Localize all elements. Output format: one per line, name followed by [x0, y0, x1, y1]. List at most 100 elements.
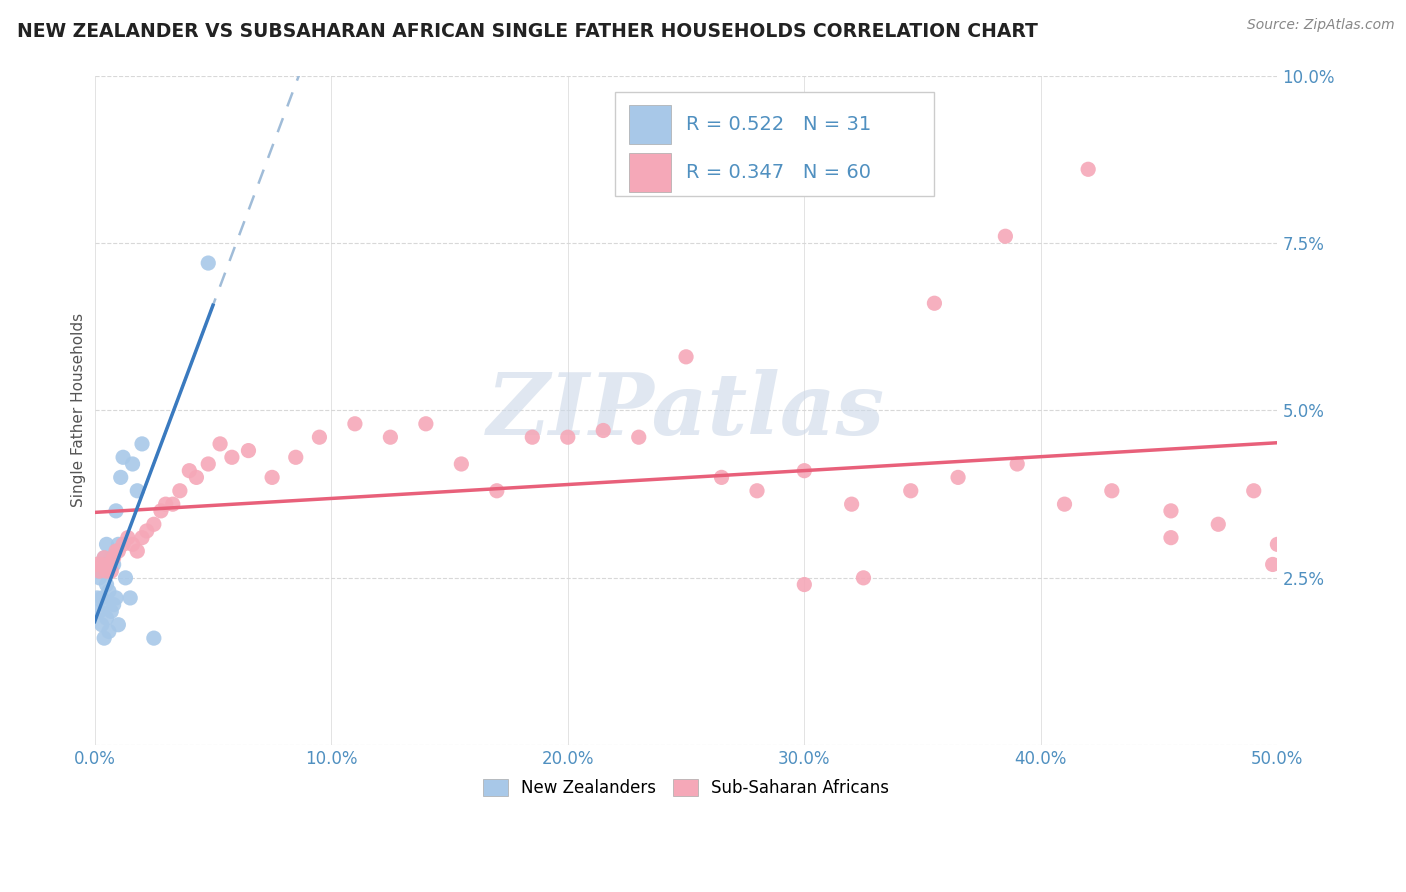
Point — [105, 591, 128, 605]
Point — [93, 550, 115, 565]
Point — [450, 457, 472, 471]
Point — [793, 464, 815, 478]
Point — [1005, 457, 1028, 471]
Point — [1206, 517, 1229, 532]
Point — [96, 611, 118, 625]
Point — [105, 504, 128, 518]
Point — [675, 350, 697, 364]
Point — [107, 544, 129, 558]
Point — [343, 417, 366, 431]
Text: NEW ZEALANDER VS SUBSAHARAN AFRICAN SINGLE FATHER HOUSEHOLDS CORRELATION CHART: NEW ZEALANDER VS SUBSAHARAN AFRICAN SING… — [17, 22, 1038, 41]
Point — [90, 591, 112, 605]
Point — [90, 558, 112, 572]
Point — [86, 591, 108, 605]
Point — [131, 531, 153, 545]
Point — [131, 437, 153, 451]
Point — [100, 604, 122, 618]
Point — [86, 558, 108, 572]
Point — [522, 430, 544, 444]
Point — [994, 229, 1017, 244]
Point — [1101, 483, 1123, 498]
Point — [105, 544, 128, 558]
Point — [1053, 497, 1076, 511]
Text: R = 0.522   N = 31: R = 0.522 N = 31 — [686, 115, 872, 134]
Point — [142, 631, 165, 645]
Point — [380, 430, 402, 444]
Point — [120, 591, 142, 605]
Point — [96, 577, 118, 591]
Point — [89, 564, 111, 578]
Point — [127, 483, 149, 498]
Point — [924, 296, 946, 310]
Point — [238, 443, 260, 458]
Point — [1077, 162, 1099, 177]
Text: R = 0.347   N = 60: R = 0.347 N = 60 — [686, 163, 872, 182]
Point — [103, 558, 125, 572]
Point — [121, 537, 143, 551]
Point — [110, 470, 132, 484]
Point — [89, 604, 111, 618]
Text: ZIPatlas: ZIPatlas — [486, 368, 886, 452]
Point — [793, 577, 815, 591]
Point — [97, 558, 120, 572]
Point — [1261, 558, 1284, 572]
Point — [100, 564, 122, 578]
Point — [112, 537, 135, 551]
Point — [627, 430, 650, 444]
Point — [149, 504, 172, 518]
Point — [841, 497, 863, 511]
Point — [745, 483, 768, 498]
Text: Source: ZipAtlas.com: Source: ZipAtlas.com — [1247, 18, 1395, 32]
Point — [557, 430, 579, 444]
Point — [107, 537, 129, 551]
Point — [1267, 537, 1289, 551]
Point — [127, 544, 149, 558]
Point — [852, 571, 875, 585]
Point — [93, 598, 115, 612]
Point — [142, 517, 165, 532]
Point — [103, 598, 125, 612]
Point — [93, 631, 115, 645]
Point — [197, 457, 219, 471]
Point — [1160, 504, 1182, 518]
Point — [262, 470, 284, 484]
Point — [114, 571, 136, 585]
Point — [103, 550, 125, 565]
Point — [169, 483, 191, 498]
Point — [710, 470, 733, 484]
Point — [89, 571, 111, 585]
Point — [1243, 483, 1265, 498]
Point — [155, 497, 177, 511]
Y-axis label: Single Father Households: Single Father Households — [72, 313, 86, 508]
Point — [135, 524, 157, 538]
Point — [946, 470, 969, 484]
Point — [96, 537, 118, 551]
Point — [284, 450, 307, 465]
Point — [485, 483, 508, 498]
Point — [97, 624, 120, 639]
Point — [107, 617, 129, 632]
FancyBboxPatch shape — [630, 153, 671, 192]
Point — [186, 470, 208, 484]
Point — [90, 617, 112, 632]
Point — [415, 417, 437, 431]
Point — [90, 564, 112, 578]
Point — [1160, 531, 1182, 545]
FancyBboxPatch shape — [614, 92, 935, 196]
Point — [100, 550, 122, 565]
Point — [121, 457, 143, 471]
Point — [900, 483, 922, 498]
Point — [209, 437, 232, 451]
Point — [112, 450, 135, 465]
Point — [221, 450, 243, 465]
Point — [162, 497, 184, 511]
Point — [97, 584, 120, 599]
Point — [197, 256, 219, 270]
Point — [179, 464, 201, 478]
Point — [93, 550, 115, 565]
Point — [117, 531, 139, 545]
FancyBboxPatch shape — [630, 105, 671, 144]
Point — [592, 424, 614, 438]
Point — [96, 564, 118, 578]
Point — [308, 430, 330, 444]
